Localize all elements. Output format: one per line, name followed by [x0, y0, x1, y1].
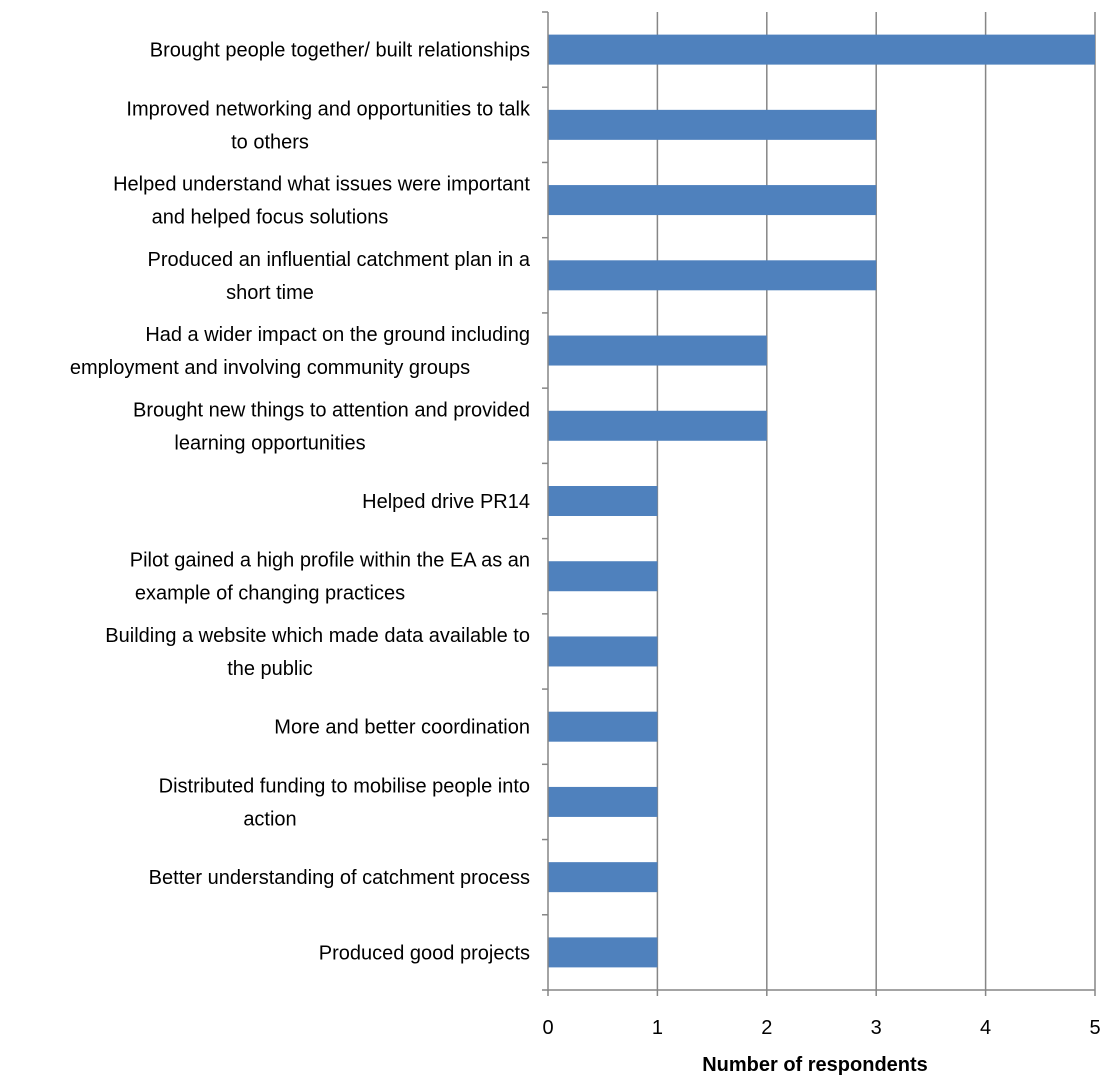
category-label-3-line-0: Produced an influential catchment plan i…	[148, 249, 531, 271]
bar-1	[548, 109, 877, 140]
bar-3	[548, 260, 877, 291]
bar-5	[548, 410, 767, 441]
category-label-6-line-0: Helped drive PR14	[362, 491, 530, 513]
x-axis-title: Number of respondents	[702, 1054, 928, 1076]
category-label-12-line-0: Produced good projects	[319, 942, 530, 964]
category-label-2: Helped understand what issues were impor…	[113, 174, 530, 229]
x-tick-label-0: 0	[542, 1017, 553, 1039]
category-label-11-line-0: Better understanding of catchment proces…	[149, 867, 530, 889]
bar-8	[548, 636, 658, 667]
category-label-7: Pilot gained a high profile within the E…	[130, 550, 530, 605]
category-label-4-line-1: employment and involving community group…	[70, 357, 470, 379]
category-label-10-line-1: action	[243, 808, 296, 830]
category-label-0-line-0: Brought people together/ built relations…	[150, 40, 530, 62]
bars	[548, 34, 1095, 968]
category-label-2-line-0: Helped understand what issues were impor…	[113, 174, 530, 196]
x-tick-labels: 0 1 2 3 4 5	[542, 1017, 1100, 1039]
category-label-11: Better understanding of catchment proces…	[149, 867, 530, 889]
category-label-8: Building a website which made data avail…	[105, 625, 530, 680]
category-label-8-line-0: Building a website which made data avail…	[105, 625, 530, 647]
category-label-6: Helped drive PR14	[362, 491, 530, 513]
bar-4	[548, 335, 767, 366]
category-label-0: Brought people together/ built relations…	[150, 40, 530, 62]
category-label-2-line-1: and helped focus solutions	[152, 207, 389, 229]
category-label-3-line-1: short time	[226, 282, 314, 304]
category-label-8-line-1: the public	[227, 658, 313, 680]
bar-7	[548, 561, 658, 592]
category-label-4-line-0: Had a wider impact on the ground includi…	[145, 324, 530, 346]
bar-6	[548, 486, 658, 516]
category-label-9-line-0: More and better coordination	[274, 717, 530, 739]
category-label-5: Brought new things to attention and prov…	[133, 399, 530, 454]
category-label-3: Produced an influential catchment plan i…	[148, 249, 531, 304]
bar-0	[548, 34, 1095, 65]
x-tick-label-1: 1	[652, 1017, 663, 1039]
x-tick-label-4: 4	[980, 1017, 991, 1039]
category-label-5-line-1: learning opportunities	[174, 432, 365, 454]
bar-12	[548, 937, 658, 968]
category-label-7-line-1: example of changing practices	[135, 583, 405, 605]
gridlines	[656, 12, 1096, 990]
x-tick-label-2: 2	[761, 1017, 772, 1039]
category-label-4: Had a wider impact on the ground includi…	[70, 324, 530, 379]
category-label-12: Produced good projects	[319, 942, 530, 964]
category-label-1: Improved networking and opportunities to…	[126, 98, 531, 153]
category-label-10-line-0: Distributed funding to mobilise people i…	[159, 775, 530, 797]
bar-2	[548, 185, 877, 216]
category-label-10: Distributed funding to mobilise people i…	[159, 775, 530, 830]
category-label-7-line-0: Pilot gained a high profile within the E…	[130, 550, 530, 572]
bar-10	[548, 786, 658, 817]
bar-11	[548, 862, 658, 893]
category-labels: Brought people together/ built relations…	[70, 40, 531, 965]
category-label-1-line-0: Improved networking and opportunities to…	[126, 98, 531, 120]
x-tick-label-3: 3	[871, 1017, 882, 1039]
category-label-5-line-0: Brought new things to attention and prov…	[133, 399, 530, 421]
category-label-9: More and better coordination	[274, 717, 530, 739]
bar-9	[548, 711, 658, 742]
axes	[542, 11, 1096, 996]
category-label-1-line-1: to others	[231, 131, 309, 153]
x-tick-label-5: 5	[1089, 1017, 1100, 1039]
